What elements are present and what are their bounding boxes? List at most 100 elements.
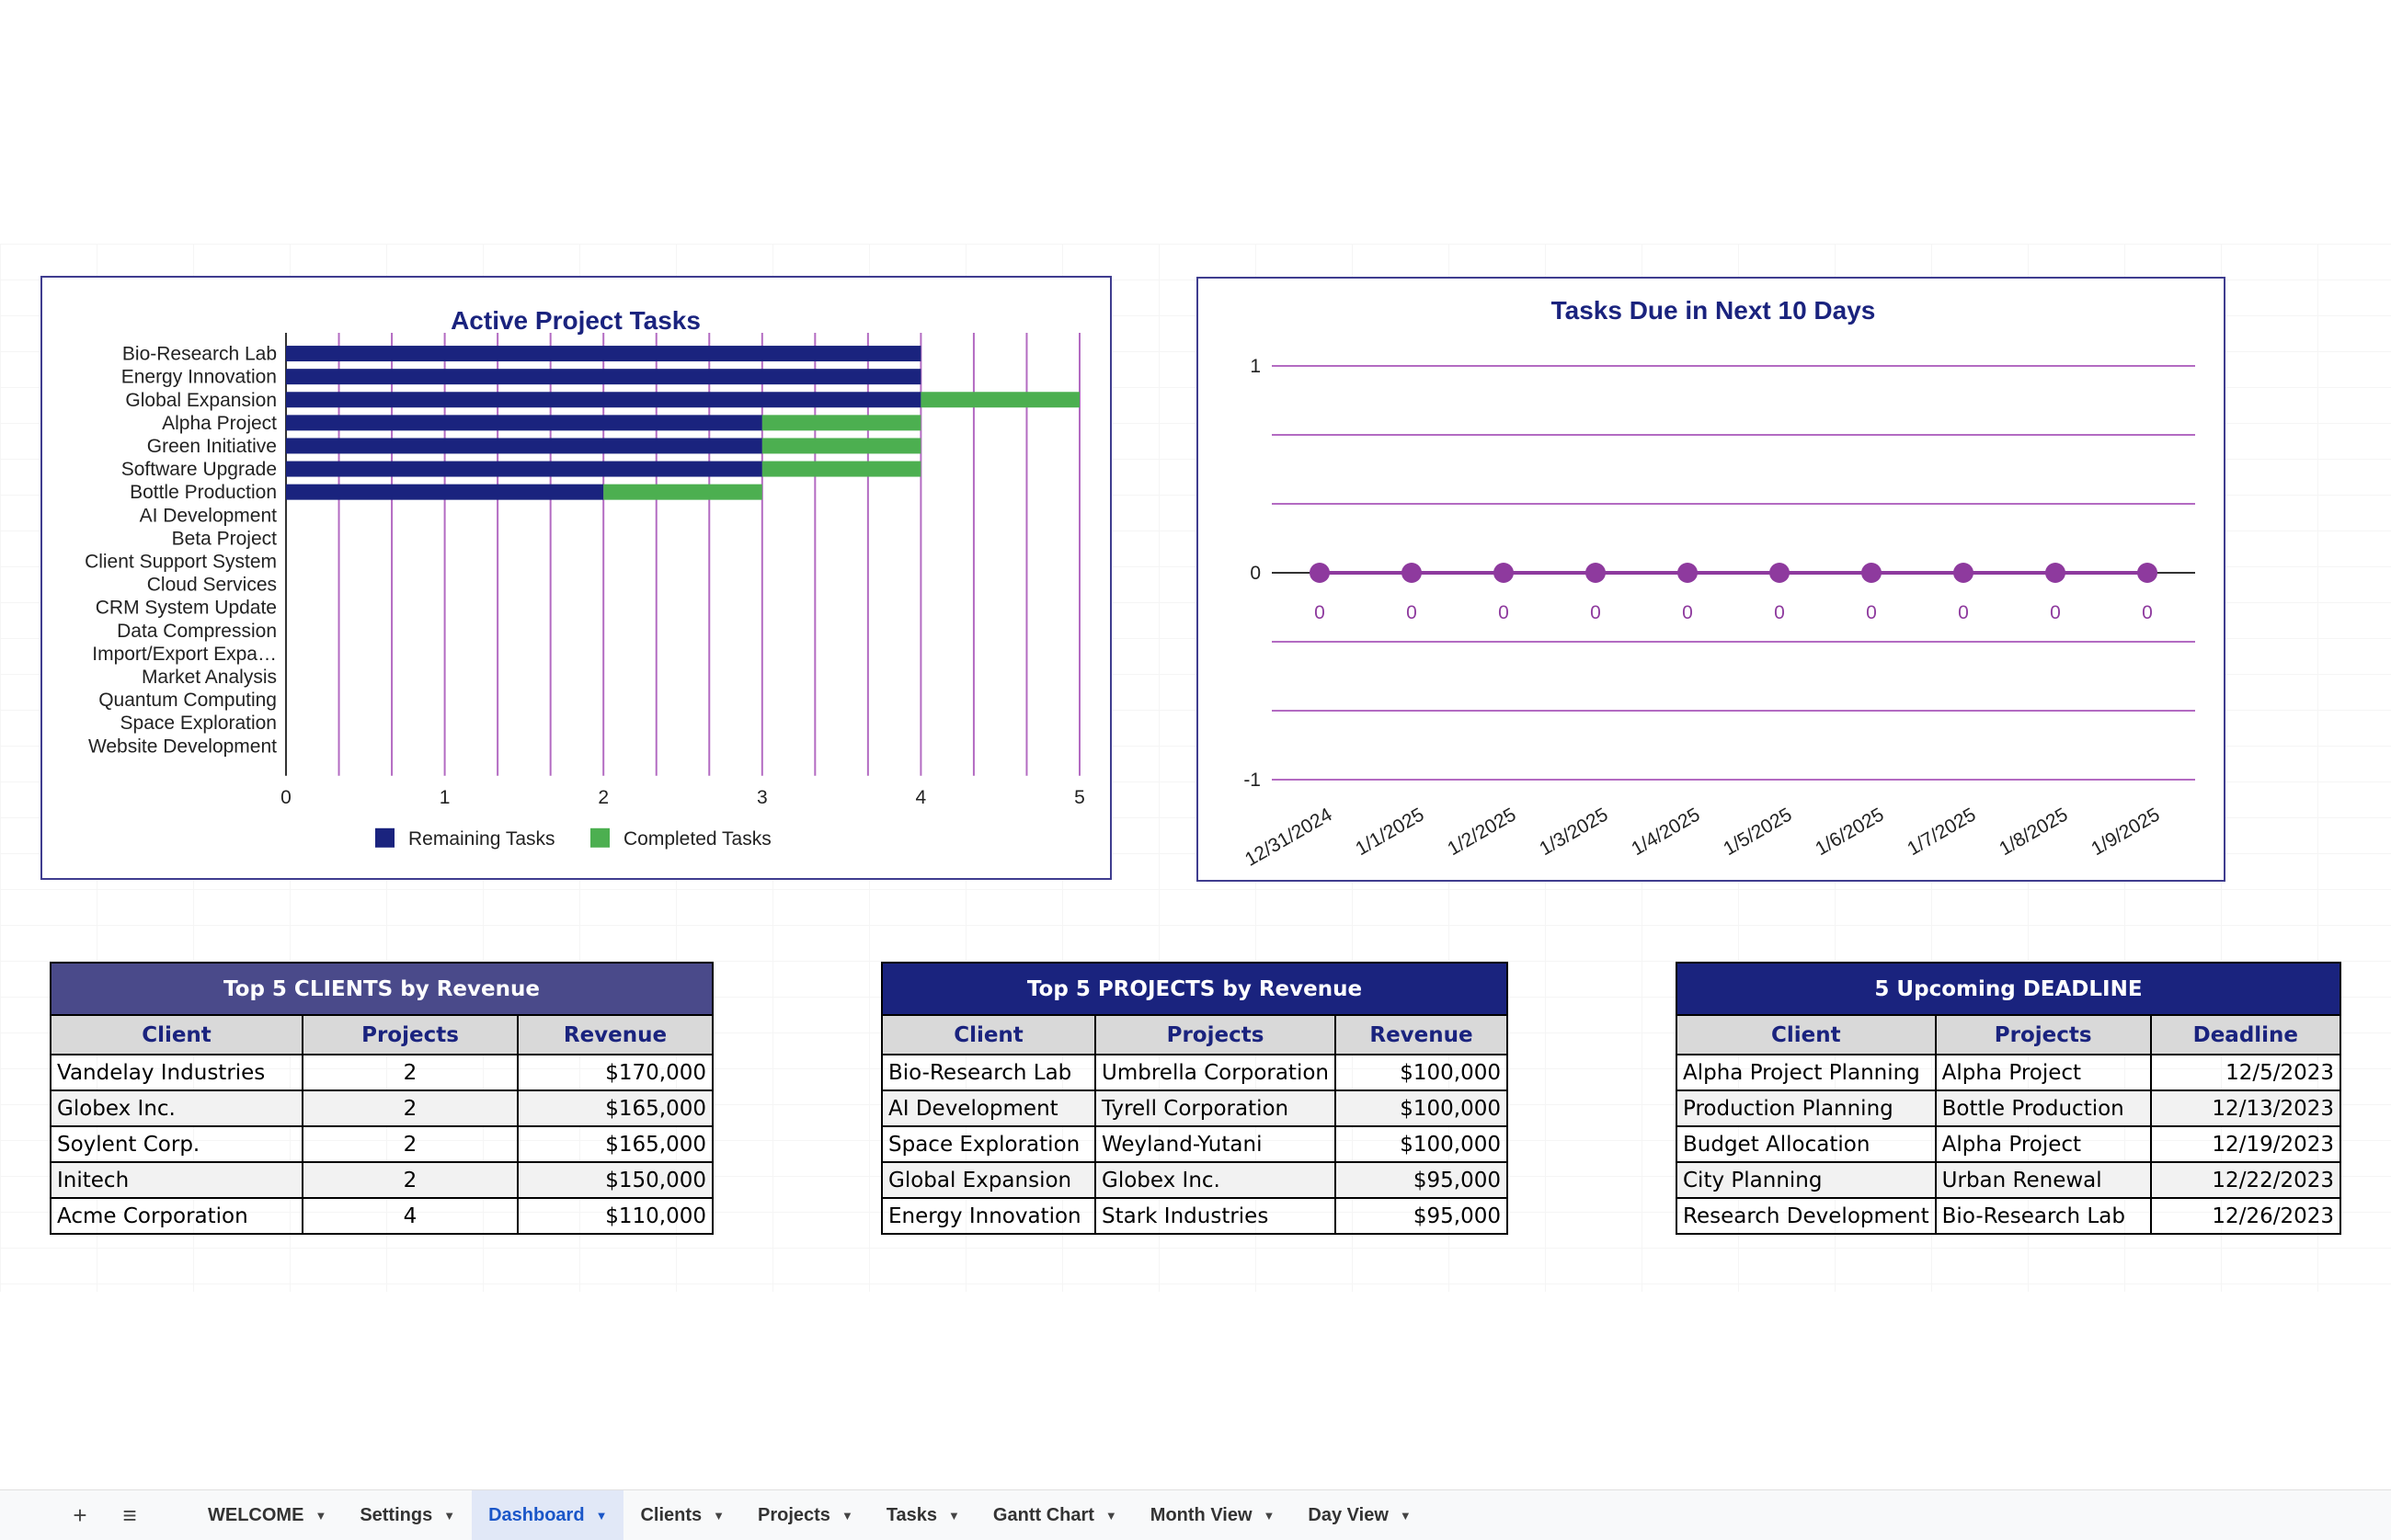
bar-remaining (286, 484, 604, 500)
table-cell[interactable]: $165,000 (517, 1089, 714, 1127)
category-label: Alpha Project (162, 413, 277, 434)
chart-title: Tasks Due in Next 10 Days (1551, 296, 1876, 325)
sheet-tab-dashboard[interactable]: Dashboard ▼ (472, 1490, 624, 1540)
table-cell[interactable]: Urban Renewal (1934, 1161, 2152, 1199)
table-cell[interactable]: $95,000 (1334, 1197, 1508, 1235)
legend-label: Remaining Tasks (408, 828, 555, 850)
category-label: Global Expansion (125, 390, 277, 411)
table-row: Globex Inc. 2 $165,000 (50, 1089, 714, 1127)
table-cell[interactable]: 4 (302, 1197, 519, 1235)
category-label: Import/Export Expa… (92, 644, 277, 665)
sheet-tab-projects[interactable]: Projects ▼ (741, 1490, 870, 1540)
table-cell[interactable]: Umbrella Corporation (1094, 1054, 1336, 1091)
table-cell[interactable]: Tyrell Corporation (1094, 1089, 1336, 1127)
caret-down-icon[interactable]: ▼ (1399, 1508, 1412, 1523)
table-cell[interactable]: $95,000 (1334, 1161, 1508, 1199)
table-cell[interactable]: Alpha Project Planning (1676, 1054, 1937, 1091)
table-cell[interactable]: Energy Innovation (881, 1197, 1096, 1235)
table-cell[interactable]: 2 (302, 1161, 519, 1199)
table-cell[interactable]: Space Exploration (881, 1125, 1096, 1163)
y-tick-label: -1 (1243, 770, 1261, 791)
x-tick-label: 1/8/2025 (1996, 804, 2071, 860)
table-cell[interactable]: 2 (302, 1054, 519, 1091)
sheet-tab-gantt-chart[interactable]: Gantt Chart ▼ (977, 1490, 1134, 1540)
table-cell[interactable]: $100,000 (1334, 1089, 1508, 1127)
category-label: Green Initiative (147, 436, 277, 457)
category-label: Software Upgrade (121, 459, 277, 480)
table-cell[interactable]: 12/19/2023 (2149, 1125, 2342, 1163)
sheet-tab-label: Projects (758, 1504, 830, 1525)
sheet-tab-month-view[interactable]: Month View ▼ (1134, 1490, 1292, 1540)
column-header: Client (50, 1014, 303, 1055)
table-cell[interactable]: 2 (302, 1125, 519, 1163)
caret-down-icon[interactable]: ▼ (443, 1508, 456, 1523)
category-label: Beta Project (172, 528, 278, 549)
legend-swatch-remaining (375, 827, 395, 848)
table-cell[interactable]: Soylent Corp. (50, 1125, 303, 1163)
table-cell[interactable]: Weyland-Yutani (1094, 1125, 1336, 1163)
table-cell[interactable]: $170,000 (517, 1054, 714, 1091)
caret-down-icon[interactable]: ▼ (595, 1508, 608, 1523)
column-header: Deadline (2149, 1014, 2342, 1055)
sheet-tab-clients[interactable]: Clients ▼ (623, 1490, 741, 1540)
bar-remaining (286, 415, 762, 431)
data-point (2137, 563, 2157, 583)
table-cell[interactable]: $100,000 (1334, 1054, 1508, 1091)
sheet-tab-settings[interactable]: Settings ▼ (343, 1490, 472, 1540)
table-cell[interactable]: Global Expansion (881, 1161, 1096, 1199)
active-project-tasks-chart[interactable]: Active Project Tasks Bio-Research Lab Ener… (40, 276, 1112, 880)
table-cell[interactable]: Stark Industries (1094, 1197, 1336, 1235)
caret-down-icon[interactable]: ▼ (713, 1508, 725, 1523)
tasks-due-chart[interactable]: Tasks Due in Next 10 Days 1 0 -1 0 0 0 0 0 0 0 0 0 0 1… (1196, 277, 2225, 882)
bar-remaining (286, 461, 762, 477)
caret-down-icon[interactable]: ▼ (1263, 1508, 1276, 1523)
table-cell[interactable]: Budget Allocation (1676, 1125, 1937, 1163)
table-cell[interactable]: AI Development (881, 1089, 1096, 1127)
sheet-tab-tasks[interactable]: Tasks ▼ (870, 1490, 977, 1540)
x-tick-label: 1/1/2025 (1352, 804, 1427, 860)
caret-down-icon[interactable]: ▼ (1104, 1508, 1117, 1523)
table-cell[interactable]: Bio-Research Lab (1934, 1197, 2152, 1235)
table-cell[interactable]: 12/22/2023 (2149, 1161, 2342, 1199)
x-tick-label: 1/9/2025 (2088, 804, 2163, 860)
table-cell[interactable]: Research Development (1676, 1197, 1937, 1235)
table-cell[interactable]: 12/13/2023 (2149, 1089, 2342, 1127)
caret-down-icon[interactable]: ▼ (841, 1508, 853, 1523)
plus-icon[interactable]: + (73, 1500, 87, 1529)
table-cell[interactable]: Production Planning (1676, 1089, 1937, 1127)
bar-chart-svg: Active Project Tasks Bio-Research LabEner… (85, 306, 1085, 850)
sheet-tab-day-view[interactable]: Day View ▼ (1291, 1490, 1427, 1540)
table-cell[interactable]: 12/5/2023 (2149, 1054, 2342, 1091)
table-cell[interactable]: City Planning (1676, 1161, 1937, 1199)
table-cell[interactable]: 2 (302, 1089, 519, 1127)
legend-label: Completed Tasks (623, 828, 772, 850)
table-cell[interactable]: Bio-Research Lab (881, 1054, 1096, 1091)
table-cell[interactable]: Globex Inc. (1094, 1161, 1336, 1199)
menu-icon[interactable]: ≡ (122, 1500, 137, 1529)
data-point (1861, 563, 1882, 583)
x-tick-label: 5 (1074, 787, 1085, 808)
data-label: 0 (2050, 602, 2061, 623)
x-tick-label: 1/6/2025 (1812, 804, 1887, 860)
sheet-tab-label: Dashboard (488, 1504, 585, 1525)
table-cell[interactable]: Bottle Production (1934, 1089, 2152, 1127)
table-cell[interactable]: Globex Inc. (50, 1089, 303, 1127)
sheet-tab-welcome[interactable]: WELCOME ▼ (191, 1490, 343, 1540)
table-cell[interactable]: 12/26/2023 (2149, 1197, 2342, 1235)
table-cell[interactable]: $110,000 (517, 1197, 714, 1235)
table-cell[interactable]: Alpha Project (1934, 1125, 2152, 1163)
y-tick-label: 1 (1250, 356, 1261, 377)
table-cell[interactable]: Alpha Project (1934, 1054, 2152, 1091)
caret-down-icon[interactable]: ▼ (315, 1508, 327, 1523)
table-cell[interactable]: $100,000 (1334, 1125, 1508, 1163)
category-label: Market Analysis (142, 667, 277, 688)
bar-completed (761, 438, 921, 454)
table-cell[interactable]: Initech (50, 1161, 303, 1199)
caret-down-icon[interactable]: ▼ (948, 1508, 960, 1523)
table-cell[interactable]: Acme Corporation (50, 1197, 303, 1235)
table-cell[interactable]: Vandelay Industries (50, 1054, 303, 1091)
category-label: Bottle Production (130, 482, 277, 503)
table-cell[interactable]: $150,000 (517, 1161, 714, 1199)
data-point (1310, 563, 1330, 583)
table-cell[interactable]: $165,000 (517, 1125, 714, 1163)
